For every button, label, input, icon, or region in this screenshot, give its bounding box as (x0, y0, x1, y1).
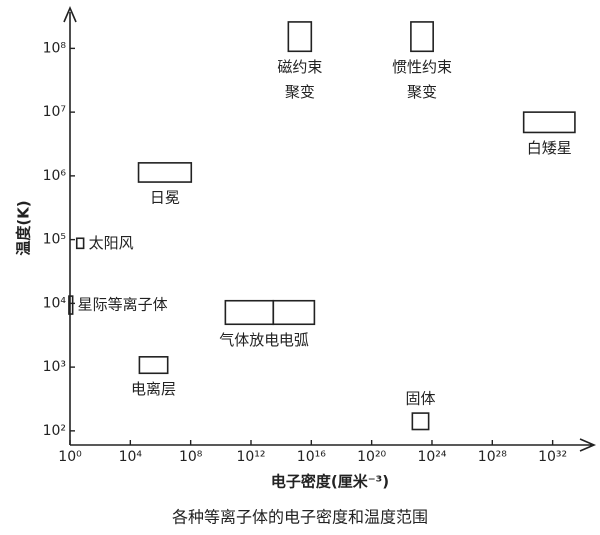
region-label: 电弧 (279, 331, 309, 349)
region-box (272, 299, 316, 326)
caption: 各种等离子体的电子密度和温度范围 (172, 508, 428, 527)
region-box (68, 295, 74, 315)
y-axis (63, 5, 77, 445)
region-box (224, 299, 275, 326)
region-box (410, 21, 434, 53)
region-label: 气体放电 (219, 331, 279, 349)
y-tick-label: 10² (43, 423, 66, 439)
region-label: 固体 (405, 390, 435, 408)
x-tick-label: 10⁴ (119, 449, 143, 465)
region-box (411, 412, 430, 431)
region-box (522, 111, 576, 134)
x-tick-label: 10¹⁶ (297, 449, 326, 465)
region-label: 白矮星 (527, 139, 572, 157)
x-axis-label: 电子密度(厘米⁻³) (271, 473, 389, 491)
x-tick-label: 10²⁸ (478, 449, 507, 465)
y-tick-label: 10³ (43, 359, 66, 375)
y-axis-label: 温度(K) (15, 200, 33, 255)
region-label: 太阳风 (89, 234, 134, 252)
y-tick-label: 10⁴ (43, 295, 67, 311)
region-box (137, 162, 193, 183)
region-box (287, 21, 313, 53)
x-tick-label: 10⁸ (179, 449, 203, 465)
x-tick-label: 10⁰ (58, 449, 82, 465)
y-tick-label: 10⁵ (43, 232, 66, 248)
region-label: 聚变 (285, 83, 315, 101)
x-tick-label: 10³² (538, 449, 567, 465)
x-tick-label: 10¹² (236, 449, 265, 465)
region-label: 聚变 (407, 83, 437, 101)
region-box (138, 356, 169, 375)
region-box (75, 237, 85, 250)
region-label: 惯性约束 (392, 58, 452, 76)
y-tick-label: 10⁶ (43, 168, 67, 184)
region-label: 磁约束 (277, 58, 322, 76)
y-tick-label: 10⁸ (43, 40, 67, 56)
region-label: 日冕 (150, 189, 180, 207)
x-tick-label: 10²⁰ (357, 449, 386, 465)
region-label: 星际等离子体 (78, 296, 168, 314)
region-label: 电离层 (131, 380, 176, 398)
y-tick-label: 10⁷ (43, 104, 66, 120)
x-tick-label: 10²⁴ (417, 449, 446, 465)
x-axis (70, 438, 597, 452)
